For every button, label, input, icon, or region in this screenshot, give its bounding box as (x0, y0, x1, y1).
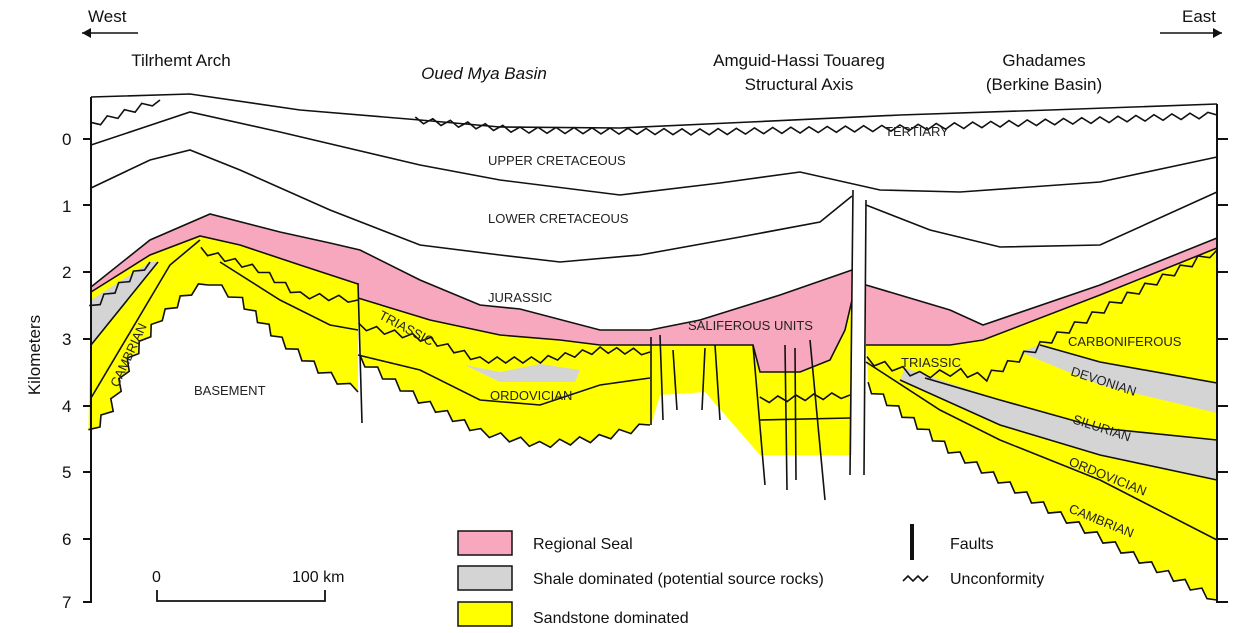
legend-shale: Shale dominated (potential source rocks) (533, 571, 824, 588)
label-tertiary: TERTIARY (885, 124, 949, 139)
tick-label: 1 (62, 197, 71, 216)
tick-label: 2 (62, 263, 71, 282)
tick-label: 4 (62, 397, 71, 416)
jurassic-base-east (865, 237, 1218, 326)
regional-seal-west (91, 214, 852, 372)
fault-line (794, 347, 797, 481)
lower-cretaceous-base-east (865, 191, 1218, 248)
horizon-lines (88, 93, 1218, 601)
unconformity-west (89, 261, 151, 307)
regional-seal-east (866, 238, 1217, 345)
region-oued-mya-basin: Oued Mya Basin (421, 64, 547, 83)
surface-line (90, 93, 1218, 129)
devonian-base (924, 377, 1218, 441)
unconformity-west (200, 246, 359, 304)
basement-unconformity-west (88, 283, 359, 431)
carboniferous-unconformity (866, 249, 1218, 383)
region-amguid-line1: Amguid-Hassi Touareg (713, 51, 885, 70)
east-arrow (1160, 28, 1222, 38)
region-amguid-line2: Structural Axis (745, 75, 854, 94)
legend-faults: Faults (950, 536, 994, 553)
seal-base-east (866, 247, 1218, 346)
sandstone-west-block (88, 236, 359, 430)
upper-cretaceous-base (90, 111, 1218, 196)
unconformity-symbol-icon (902, 574, 929, 583)
legend-sandstone: Sandstone dominated (533, 610, 689, 627)
depth-axis (83, 97, 1228, 603)
unconformity-fault-blocks (759, 392, 851, 404)
shale-central-lens (465, 364, 580, 382)
fault-line (863, 199, 867, 476)
region-berkine: (Berkine Basin) (986, 75, 1102, 94)
swatch-regional-seal (457, 530, 513, 556)
rock-unit-fills (88, 214, 1217, 600)
tick-label: 0 (62, 130, 71, 149)
horizon-west (90, 239, 201, 399)
fault-line (849, 189, 854, 476)
fault-line (672, 349, 678, 411)
label-triassic-east: TRIASSIC (901, 355, 961, 370)
region-tilrhemt-arch: Tilrhemt Arch (131, 51, 231, 70)
fault-line (809, 339, 826, 501)
seal-base-central (357, 297, 853, 373)
label-carboniferous: CARBONIFEROUS (1068, 334, 1182, 349)
basement-unconformity-east (867, 381, 1218, 601)
tertiary-unconformity (414, 111, 1218, 136)
legend-regional-seal: Regional Seal (533, 536, 633, 553)
scale-start: 0 (152, 569, 161, 586)
tick-label: 5 (62, 463, 71, 482)
fault-line (784, 344, 788, 491)
label-lower-cretaceous: LOWER CRETACEOUS (488, 211, 629, 226)
carboniferous-base (1039, 344, 1218, 384)
label-basement: BASEMENT (194, 383, 266, 398)
fault-line (357, 282, 363, 424)
fault-line (701, 347, 706, 411)
tick-label: 6 (62, 530, 71, 549)
label-upper-cretaceous: UPPER CRETACEOUS (488, 153, 626, 168)
west-label: West (88, 7, 127, 26)
horizon-west (90, 261, 159, 346)
scale-end: 100 km (292, 569, 344, 586)
east-label: East (1182, 7, 1216, 26)
basement-unconformity-central (359, 354, 651, 449)
tick-label: 3 (62, 330, 71, 349)
fault-line (752, 344, 766, 486)
axis-label: Kilometers (25, 315, 44, 395)
label-jurassic: JURASSIC (488, 290, 552, 305)
triassic-unconformity-central (358, 322, 651, 365)
ordovician-top-central (357, 354, 651, 406)
fault-line (714, 344, 721, 421)
west-arrow (82, 28, 138, 38)
swatch-shale (457, 565, 513, 591)
horizon-west (219, 261, 359, 331)
horizon-fault-blocks (759, 417, 851, 421)
scale-bar (156, 590, 326, 602)
tertiary-unconformity-west (89, 99, 161, 126)
tick-label: 7 (62, 593, 71, 612)
label-ordovician-west: ORDOVICIAN (490, 388, 572, 403)
shale-silurian (900, 368, 1217, 480)
lower-cretaceous-base (90, 149, 853, 263)
label-saliferous: SALIFEROUS UNITS (688, 318, 813, 333)
shale-devonian (1020, 345, 1217, 413)
seal-base-west (90, 235, 359, 293)
sandstone-central-block (358, 298, 852, 455)
silurian-base (899, 379, 1218, 481)
fault-line (659, 334, 664, 421)
region-ghadames: Ghadames (1002, 51, 1085, 70)
legend: Regional Seal Shale dominated (potential… (457, 524, 1044, 627)
legend-unconformity: Unconformity (950, 571, 1044, 588)
ordovician-base (865, 361, 1218, 541)
swatch-sandstone (457, 601, 513, 627)
jurassic-base (90, 213, 853, 331)
